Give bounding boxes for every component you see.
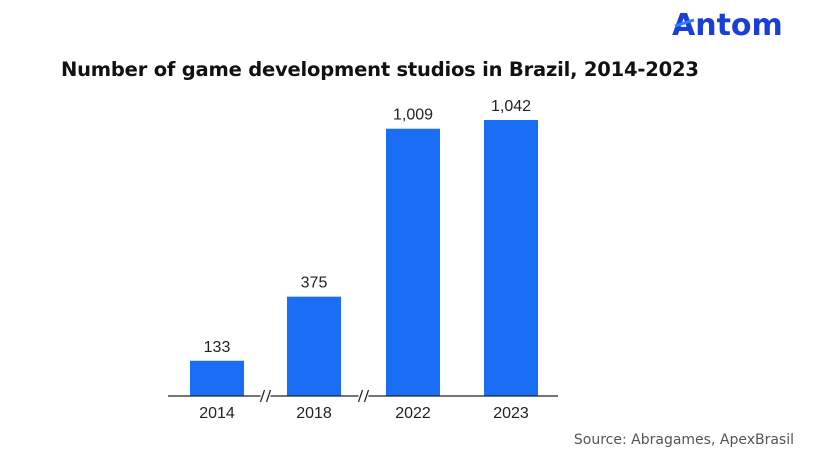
bar-2022 [386, 128, 440, 396]
axis-break-icon [259, 389, 272, 403]
x-tick-label-2018: 2018 [296, 405, 332, 422]
value-label-2018: 375 [301, 275, 328, 292]
source-note: Source: Abragames, ApexBrasil [573, 432, 794, 448]
x-tick-label-2023: 2023 [493, 405, 529, 422]
axis-break-icon [357, 389, 370, 403]
x-tick-label-2014: 2014 [199, 405, 235, 422]
value-label-2014: 133 [204, 339, 231, 356]
chart-title: Number of game development studios in Br… [61, 58, 699, 81]
antom-logo-icon: Antom [672, 8, 783, 43]
x-tick-label-2022: 2022 [395, 405, 431, 422]
bar-2014 [190, 360, 244, 396]
value-label-2022: 1,009 [393, 107, 433, 124]
bar-2018 [287, 296, 341, 396]
logo-accent-stroke [674, 18, 695, 28]
value-label-2023: 1,042 [491, 98, 531, 115]
antom-logo: Antom [672, 6, 812, 43]
bar-2023 [484, 120, 538, 396]
brand-name: Antom [672, 8, 783, 42]
